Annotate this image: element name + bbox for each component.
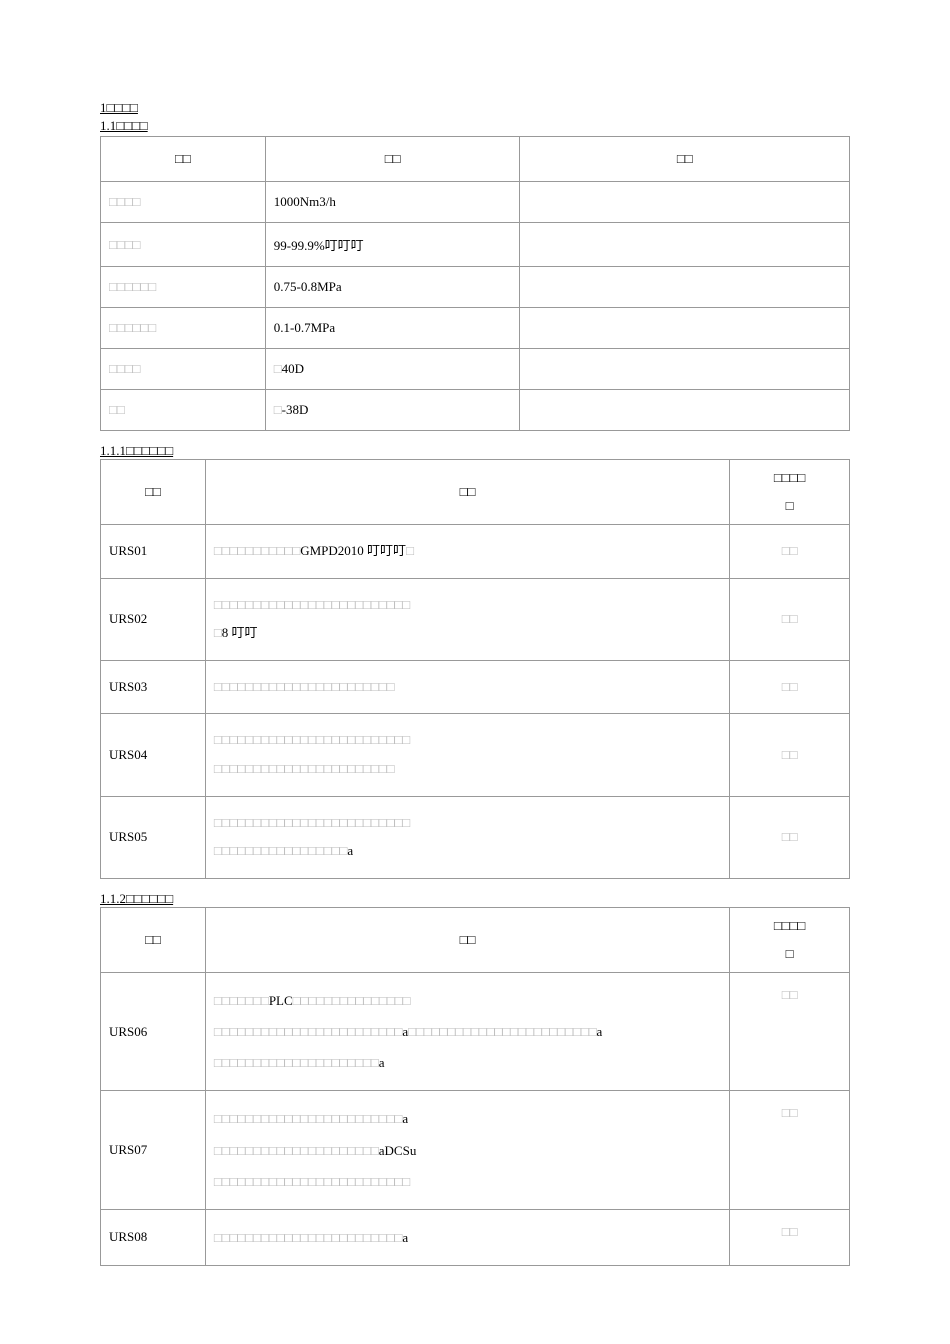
table-header-row: □□ □□ □□□□ (101, 460, 850, 493)
col-header: □ (730, 492, 850, 525)
urs-compliance: □□ (730, 525, 850, 579)
col-header: □□ (205, 907, 729, 972)
table-cell (520, 308, 850, 349)
col-header: □□ (265, 137, 520, 182)
urs-table-2: □□ □□ □□□□ □ URS06□□□□□□□PLC□□□□□□□□□□□□… (100, 907, 850, 1266)
table-cell (520, 182, 850, 223)
heading-1-1-1: 1.1.1□□□□□□ (100, 443, 850, 459)
table-row: □□□□□□0.1-0.7MPa (101, 308, 850, 349)
col-header: □□ (101, 907, 206, 972)
table-row: □□□□□□0.75-0.8MPa (101, 267, 850, 308)
urs-compliance: □□ (730, 972, 850, 1091)
urs-compliance: □□ (730, 1091, 850, 1210)
col-header: □□ (101, 137, 266, 182)
table-cell (520, 390, 850, 431)
heading-1-1: 1.1□□□□ (100, 118, 850, 134)
table-header-row: □□ □□ □□□□ (101, 907, 850, 940)
urs-compliance: □□ (730, 796, 850, 878)
urs-code: URS01 (101, 525, 206, 579)
table-row: □□□□99-99.9%叮叮叮 (101, 223, 850, 267)
table-row: □□□□1000Nm3/h (101, 182, 850, 223)
table-cell: 0.1-0.7MPa (265, 308, 520, 349)
table-cell (520, 267, 850, 308)
table-row: URS03□□□□□□□□□□□□□□□□□□□□□□□□□ (101, 660, 850, 714)
col-header: □□□□ (730, 460, 850, 493)
table-cell: □□□□□□ (101, 267, 266, 308)
urs-description: □□□□□□□□□□□□□□□□□□□□□□□ (205, 660, 729, 714)
urs-compliance: □□ (730, 1209, 850, 1265)
table-cell: □□ (101, 390, 266, 431)
table-row: URS05□□□□□□□□□□□□□□□□□□□□□□□□□□□□□□□□□□□… (101, 796, 850, 878)
urs-code: URS06 (101, 972, 206, 1091)
table-cell: 1000Nm3/h (265, 182, 520, 223)
table-cell: □□□□ (101, 223, 266, 267)
table-header-row: □□ □□ □□ (101, 137, 850, 182)
urs-description: □□□□□□□□□□□□□□□□□□□□□□□□a□□□□□□□□□□□□□□□… (205, 1091, 729, 1210)
urs-code: URS03 (101, 660, 206, 714)
table-row: URS01□□□□□□□□□□□GMPD2010 叮叮叮□□□ (101, 525, 850, 579)
table-row: URS06□□□□□□□PLC□□□□□□□□□□□□□□□□□□□□□□□□□… (101, 972, 850, 1091)
heading-1-1-2: 1.1.2□□□□□□ (100, 891, 850, 907)
col-header: □ (730, 940, 850, 973)
col-header: □□ (520, 137, 850, 182)
urs-code: URS02 (101, 578, 206, 660)
table-row: □□□-38D (101, 390, 850, 431)
urs-compliance: □□ (730, 714, 850, 796)
urs-code: URS07 (101, 1091, 206, 1210)
urs-description: □□□□□□□□□□□□□□□□□□□□□□□□□□□□□□□□□□□□□□□□… (205, 714, 729, 796)
urs-description: □□□□□□□PLC□□□□□□□□□□□□□□□□□□□□□□□□□□□□□□… (205, 972, 729, 1091)
table-cell: □-38D (265, 390, 520, 431)
table-cell (520, 223, 850, 267)
urs-code: URS08 (101, 1209, 206, 1265)
table-cell: □40D (265, 349, 520, 390)
table-cell: 0.75-0.8MPa (265, 267, 520, 308)
urs-description: □□□□□□□□□□□GMPD2010 叮叮叮□ (205, 525, 729, 579)
urs-compliance: □□ (730, 660, 850, 714)
heading-1: 1□□□□ (100, 100, 850, 116)
table-cell: 99-99.9%叮叮叮 (265, 223, 520, 267)
urs-description: □□□□□□□□□□□□□□□□□□□□□□□□a (205, 1209, 729, 1265)
table-row: URS04□□□□□□□□□□□□□□□□□□□□□□□□□□□□□□□□□□□… (101, 714, 850, 796)
spec-table: □□ □□ □□ □□□□1000Nm3/h□□□□99-99.9%叮叮叮□□□… (100, 136, 850, 431)
table-cell: □□□□ (101, 182, 266, 223)
col-header: □□□□ (730, 907, 850, 940)
table-row: URS02□□□□□□□□□□□□□□□□□□□□□□□□□□8 叮叮□□ (101, 578, 850, 660)
table-row: URS08□□□□□□□□□□□□□□□□□□□□□□□□a□□ (101, 1209, 850, 1265)
table-cell: □□□□ (101, 349, 266, 390)
col-header: □□ (101, 460, 206, 525)
table-cell (520, 349, 850, 390)
urs-table-1: □□ □□ □□□□ □ URS01□□□□□□□□□□□GMPD2010 叮叮… (100, 459, 850, 879)
urs-compliance: □□ (730, 578, 850, 660)
table-cell: □□□□□□ (101, 308, 266, 349)
table-row: □□□□□40D (101, 349, 850, 390)
urs-code: URS05 (101, 796, 206, 878)
urs-code: URS04 (101, 714, 206, 796)
urs-description: □□□□□□□□□□□□□□□□□□□□□□□□□□□□□□□□□□□□□□□□… (205, 796, 729, 878)
table-row: URS07□□□□□□□□□□□□□□□□□□□□□□□□a□□□□□□□□□□… (101, 1091, 850, 1210)
col-header: □□ (205, 460, 729, 525)
urs-description: □□□□□□□□□□□□□□□□□□□□□□□□□□8 叮叮 (205, 578, 729, 660)
